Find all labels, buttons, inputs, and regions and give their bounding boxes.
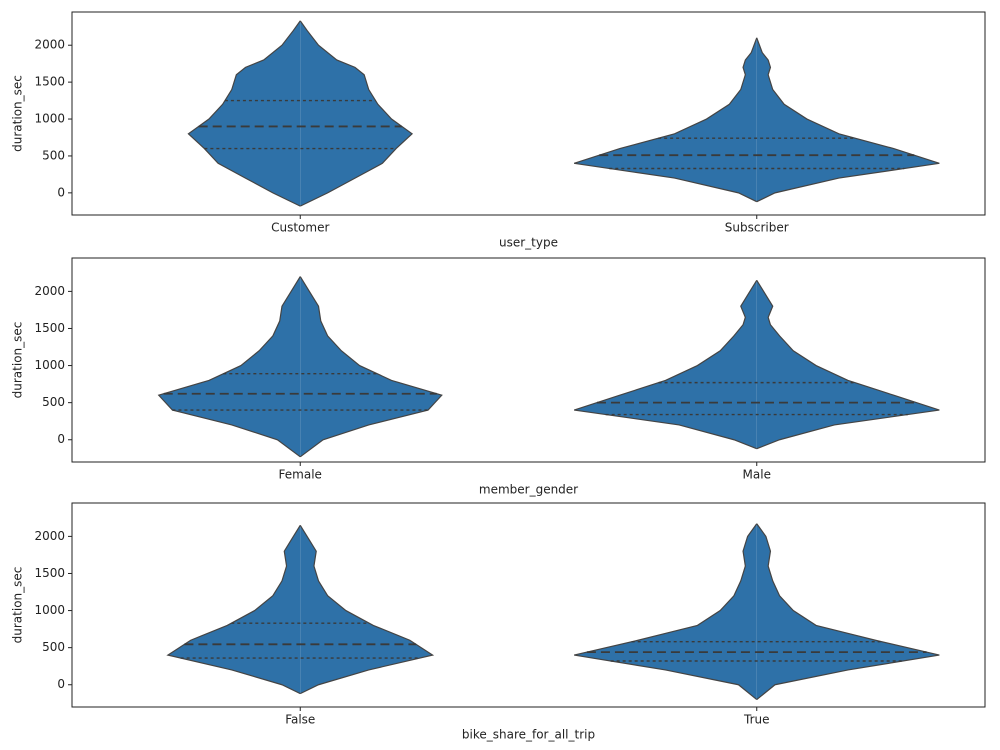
y-tick-label: 1000: [34, 112, 65, 126]
y-axis-label: duration_sec: [11, 75, 25, 152]
violin-outline: [157, 276, 301, 458]
violin-half: [158, 276, 301, 457]
violin-outline: [187, 20, 301, 207]
violin-half: [300, 276, 442, 457]
x-tick-label: Male: [743, 468, 771, 482]
axes-frame: [71, 502, 986, 708]
violin-outline: [756, 523, 940, 701]
violin-half: [574, 37, 757, 202]
axes-frame: [71, 11, 986, 216]
violin-half: [756, 37, 940, 202]
violin-outline: [299, 524, 435, 695]
violin-half: [574, 523, 757, 700]
x-tick-label: Customer: [271, 221, 329, 235]
violin-half: [756, 280, 940, 449]
y-tick-label: 1500: [34, 566, 65, 580]
y-axis-label: duration_sec: [11, 322, 25, 399]
violin-outline: [573, 279, 758, 450]
y-tick-label: 1500: [34, 321, 65, 335]
violin-outline: [299, 276, 443, 458]
x-tick-label: True: [743, 713, 770, 727]
violin-half: [167, 525, 301, 694]
violin-outline: [299, 20, 414, 207]
violin-half: [574, 280, 757, 449]
y-tick-label: 2000: [34, 529, 65, 543]
violin-outline: [756, 279, 940, 450]
y-tick-label: 500: [42, 148, 65, 162]
y-tick-label: 500: [42, 640, 65, 654]
x-axis-label: bike_share_for_all_trip: [462, 728, 595, 742]
x-axis-label: user_type: [499, 236, 558, 250]
violin-half: [300, 525, 433, 694]
violin-half: [756, 523, 940, 700]
axes-frame: [71, 257, 986, 463]
y-tick-label: 0: [57, 185, 65, 199]
y-tick-label: 0: [57, 677, 65, 691]
y-tick-label: 2000: [34, 38, 65, 52]
y-axis-label: duration_sec: [11, 567, 25, 644]
violin-outline: [573, 37, 758, 203]
y-tick-label: 500: [42, 395, 65, 409]
violin-outline: [574, 523, 758, 701]
violin-half: [188, 20, 301, 207]
violin-half: [300, 20, 413, 207]
x-tick-label: Female: [279, 468, 322, 482]
violin-outline: [756, 37, 940, 203]
violin-outline: [166, 524, 301, 695]
x-tick-label: Subscriber: [725, 221, 789, 235]
y-tick-label: 1500: [34, 75, 65, 89]
x-tick-label: False: [285, 713, 315, 727]
x-axis-label: member_gender: [479, 483, 578, 497]
y-tick-label: 1000: [34, 603, 65, 617]
y-tick-label: 0: [57, 432, 65, 446]
y-tick-label: 1000: [34, 358, 65, 372]
y-tick-label: 2000: [34, 284, 65, 298]
